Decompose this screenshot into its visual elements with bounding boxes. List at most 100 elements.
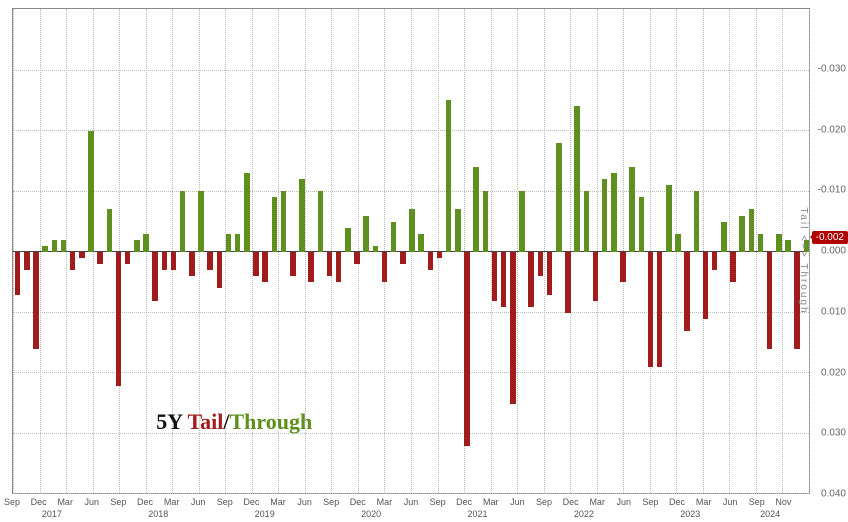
x-tick-month: Dec [350,497,366,507]
bar [473,167,479,252]
plot-area: 5Y Tail/Through [12,8,810,494]
title-tail: Tail [187,409,223,434]
x-tick-month: Dec [456,497,472,507]
x-tick-year: 2024 [760,509,780,519]
bar [134,240,140,252]
bar [125,252,131,264]
bar [198,191,204,252]
y-tick-label: 0.030 [821,428,846,439]
x-tick-month: Jun [723,497,738,507]
x-tick-month: Mar [270,497,286,507]
chart-container: 5Y Tail/Through Tail <=> Through -0.002 … [0,0,848,522]
bar [382,252,388,282]
bar [281,191,287,252]
x-tick-month: Sep [110,497,126,507]
x-tick-month: Sep [4,497,20,507]
bar [244,173,250,252]
bar [657,252,663,367]
bar [785,240,791,252]
x-tick-month: Sep [749,497,765,507]
y-tick-label: 0.020 [821,367,846,378]
bar [684,252,690,331]
x-tick-month: Jun [191,497,206,507]
bar [33,252,39,349]
bar [180,191,186,252]
bar [318,191,324,252]
x-tick-year: 2019 [255,509,275,519]
bar [538,252,544,276]
bar [345,228,351,252]
x-tick-month: Mar [589,497,605,507]
bar [217,252,223,288]
bar [52,240,58,252]
bar [492,252,498,301]
bar [464,252,470,446]
bar [629,167,635,252]
last-value-annotation: -0.002 [812,231,848,244]
bar [308,252,314,282]
bar [336,252,342,282]
x-tick-month: Sep [536,497,552,507]
x-tick-year: 2022 [574,509,594,519]
bar [391,222,397,252]
bar [437,252,443,258]
x-tick-month: Mar [57,497,73,507]
x-tick-month: Sep [430,497,446,507]
bar [70,252,76,270]
bar [262,252,268,282]
bar [107,209,113,252]
x-tick-month: Jun [510,497,525,507]
y-tick-label: -0.010 [818,185,846,196]
bar [400,252,406,264]
bar [235,234,241,252]
bar [226,234,232,252]
y-tick-label: -0.020 [818,124,846,135]
bar [483,191,489,252]
x-tick-month: Jun [297,497,312,507]
bar [42,246,48,252]
x-tick-month: Nov [775,497,791,507]
bar [290,252,296,276]
bar [501,252,507,307]
bar [363,216,369,252]
y-tick-label: -0.030 [818,63,846,74]
x-tick-month: Sep [642,497,658,507]
bar [418,234,424,252]
bar [61,240,67,252]
bar [767,252,773,349]
title-prefix: 5Y [156,409,187,434]
x-tick-month: Jun [617,497,632,507]
bar [639,197,645,252]
bar [15,252,21,295]
x-tick-year: 2018 [148,509,168,519]
bar [528,252,534,307]
x-tick-month: Dec [669,497,685,507]
bar [79,252,85,258]
bar [703,252,709,319]
bar [116,252,122,386]
right-axis-label: Tail <=> Through [798,207,809,314]
x-tick-month: Dec [563,497,579,507]
x-tick-month: Jun [404,497,419,507]
x-tick-month: Sep [323,497,339,507]
bar [143,234,149,252]
bar [327,252,333,276]
bar [455,209,461,252]
chart-title: 5Y Tail/Through [156,409,312,435]
y-tick-label: 0.000 [821,246,846,257]
bar [694,191,700,252]
x-tick-month: Sep [217,497,233,507]
x-tick-month: Dec [137,497,153,507]
y-tick-label: 0.040 [821,489,846,500]
bar [547,252,553,295]
bar [171,252,177,270]
bar [758,234,764,252]
bar [611,173,617,252]
x-tick-year: 2021 [467,509,487,519]
bar [776,234,782,252]
bar [409,209,415,252]
bar [749,209,755,252]
bar [510,252,516,404]
bar [675,234,681,252]
bars [13,9,809,493]
